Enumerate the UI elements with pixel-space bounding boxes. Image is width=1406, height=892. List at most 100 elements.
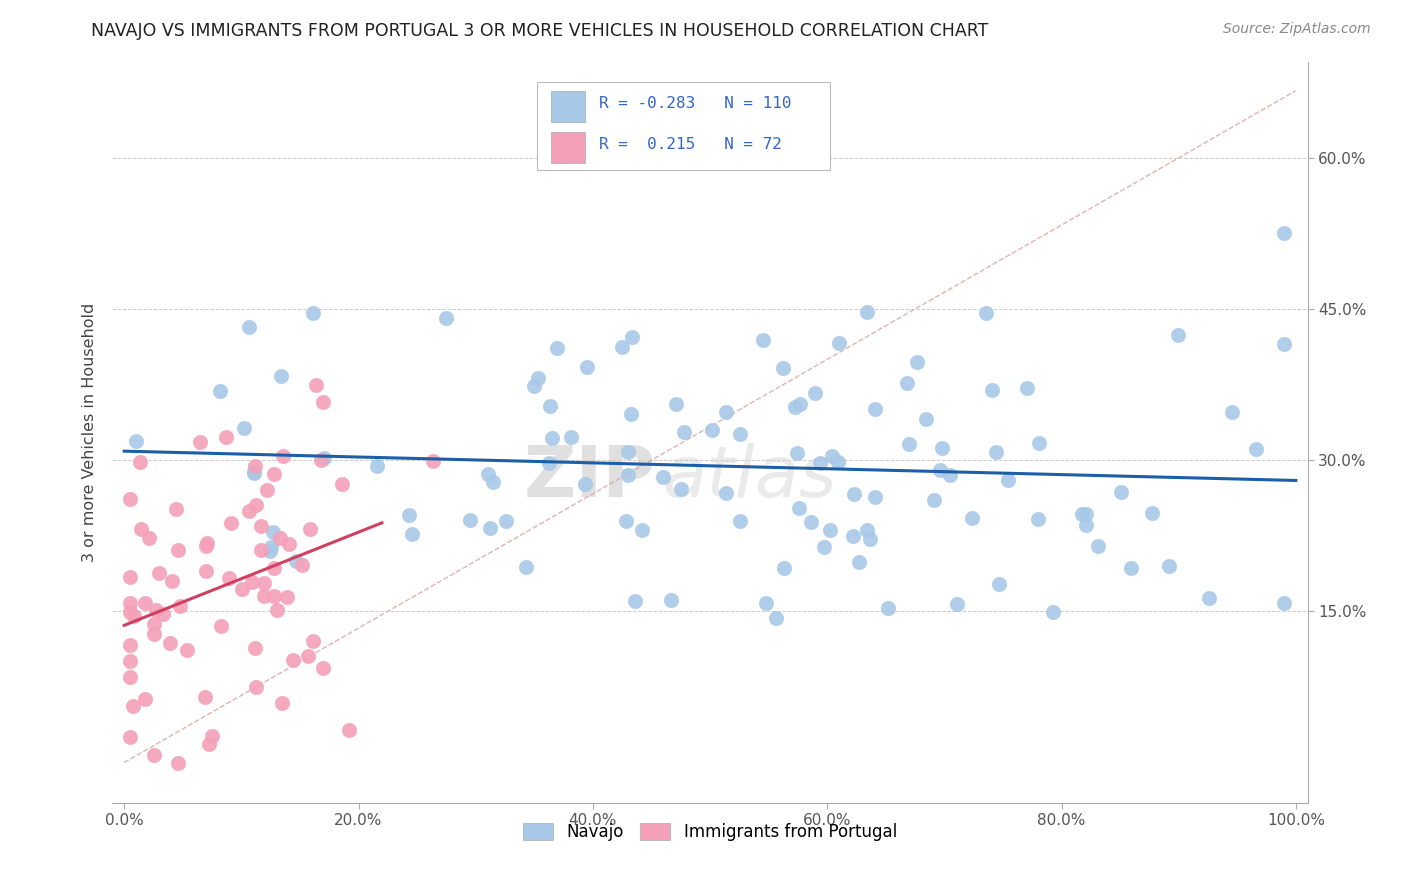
Point	[855, 524, 877, 538]
Point	[398, 508, 420, 522]
Point	[262, 525, 284, 540]
Point	[302, 634, 325, 648]
Point	[863, 402, 886, 417]
Point	[803, 385, 825, 400]
Point	[876, 601, 898, 615]
Point	[167, 756, 190, 770]
Point	[434, 310, 457, 325]
Point	[209, 618, 232, 632]
Point	[190, 434, 212, 449]
Point	[312, 395, 335, 409]
Point	[1028, 435, 1050, 450]
Point	[538, 456, 561, 470]
Point	[962, 511, 984, 525]
Point	[984, 445, 1007, 459]
Point	[477, 467, 499, 481]
Point	[1109, 484, 1132, 499]
Text: R = -0.283   N = 110: R = -0.283 N = 110	[599, 96, 792, 111]
Point	[297, 649, 319, 664]
Text: atlas: atlas	[662, 442, 837, 511]
Point	[616, 444, 638, 458]
Text: R =  0.215   N = 72: R = 0.215 N = 72	[599, 137, 782, 152]
Point	[245, 498, 267, 512]
Point	[616, 514, 638, 528]
Point	[772, 561, 794, 575]
Point	[728, 426, 751, 441]
Point	[896, 376, 918, 390]
Point	[672, 425, 695, 439]
Point	[169, 599, 191, 614]
Point	[245, 680, 267, 694]
Point	[523, 378, 546, 392]
Point	[808, 456, 831, 470]
Point	[208, 384, 231, 398]
Point	[120, 570, 141, 584]
Point	[134, 691, 156, 706]
Text: ZIP: ZIP	[524, 442, 657, 511]
Point	[997, 474, 1019, 488]
Point	[527, 371, 550, 385]
Point	[309, 453, 332, 467]
Point	[515, 560, 537, 574]
Point	[302, 306, 325, 320]
Point	[813, 540, 835, 554]
Point	[176, 642, 198, 657]
Point	[1140, 507, 1163, 521]
Point	[714, 486, 737, 500]
Point	[842, 487, 865, 501]
Point	[129, 522, 152, 536]
Point	[304, 378, 326, 392]
Point	[789, 500, 811, 515]
Point	[312, 450, 335, 465]
Point	[651, 470, 673, 484]
Point	[138, 531, 160, 545]
Point	[422, 454, 444, 468]
Point	[291, 558, 314, 573]
FancyBboxPatch shape	[537, 82, 830, 169]
Point	[1220, 405, 1243, 419]
Point	[714, 405, 737, 419]
Point	[931, 441, 953, 455]
Point	[125, 434, 148, 448]
Point	[1015, 381, 1038, 395]
Point	[332, 476, 354, 491]
Point	[312, 660, 335, 674]
Point	[366, 459, 388, 474]
Point	[259, 544, 281, 558]
Point	[481, 475, 503, 489]
Point	[1087, 539, 1109, 553]
Point	[231, 582, 253, 596]
Point	[120, 605, 141, 619]
Point	[546, 342, 568, 356]
Point	[620, 408, 643, 422]
Point	[610, 340, 633, 354]
Point	[195, 564, 218, 578]
Point	[538, 399, 561, 413]
Point	[939, 468, 962, 483]
Point	[263, 467, 285, 482]
Point	[631, 523, 654, 537]
Point	[215, 430, 238, 444]
Point	[238, 504, 260, 518]
Point	[848, 555, 870, 569]
Point	[162, 574, 184, 588]
Point	[270, 369, 292, 384]
Point	[1076, 518, 1098, 533]
Point	[259, 540, 281, 554]
Point	[495, 514, 517, 528]
Point	[269, 531, 291, 545]
Point	[1272, 226, 1295, 240]
Point	[1198, 591, 1220, 606]
Point	[1042, 606, 1064, 620]
Point	[243, 466, 266, 480]
Point	[143, 616, 166, 631]
Point	[818, 524, 841, 538]
Point	[946, 597, 969, 611]
FancyBboxPatch shape	[551, 132, 585, 163]
Point	[905, 355, 928, 369]
Point	[659, 593, 682, 607]
Point	[120, 492, 141, 507]
Point	[702, 424, 724, 438]
Y-axis label: 3 or more Vehicles in Household: 3 or more Vehicles in Household	[82, 303, 97, 562]
Point	[789, 397, 811, 411]
